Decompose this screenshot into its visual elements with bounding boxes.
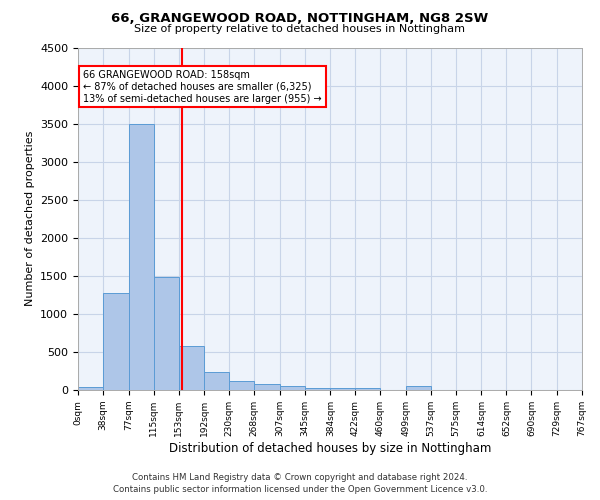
Text: 66 GRANGEWOOD ROAD: 158sqm
← 87% of detached houses are smaller (6,325)
13% of s: 66 GRANGEWOOD ROAD: 158sqm ← 87% of deta…	[83, 70, 322, 104]
X-axis label: Distribution of detached houses by size in Nottingham: Distribution of detached houses by size …	[169, 442, 491, 454]
Text: 66, GRANGEWOOD ROAD, NOTTINGHAM, NG8 2SW: 66, GRANGEWOOD ROAD, NOTTINGHAM, NG8 2SW	[112, 12, 488, 26]
Bar	[204, 372, 229, 390]
Bar	[128, 124, 154, 390]
Bar	[154, 278, 179, 390]
Bar	[179, 346, 204, 390]
Bar	[229, 381, 254, 390]
Bar	[103, 292, 128, 390]
Title: 66, GRANGEWOOD ROAD, NOTTINGHAM, NG8 2SW
Size of property relative to detached h: 66, GRANGEWOOD ROAD, NOTTINGHAM, NG8 2SW…	[0, 499, 1, 500]
Text: Contains HM Land Registry data © Crown copyright and database right 2024.
Contai: Contains HM Land Registry data © Crown c…	[113, 472, 487, 494]
Y-axis label: Number of detached properties: Number of detached properties	[25, 131, 35, 306]
Bar	[406, 386, 431, 390]
Bar	[78, 388, 103, 390]
Bar	[280, 386, 305, 390]
Bar	[305, 388, 331, 390]
Bar	[331, 388, 355, 390]
Bar	[355, 388, 380, 390]
Bar	[254, 384, 280, 390]
Text: Size of property relative to detached houses in Nottingham: Size of property relative to detached ho…	[134, 24, 466, 34]
